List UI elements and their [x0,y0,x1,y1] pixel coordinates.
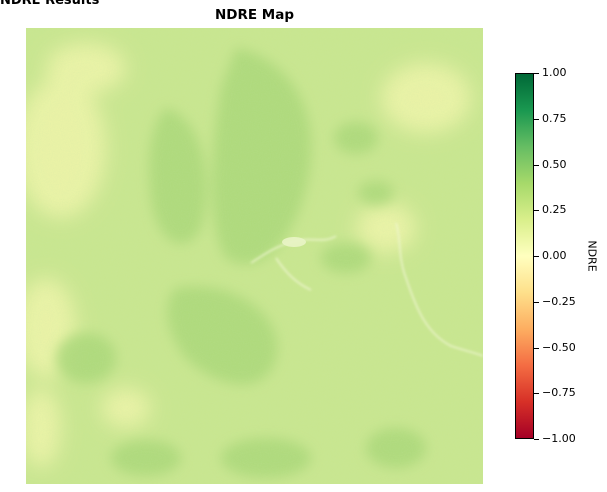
ndre-raster-map [26,28,483,484]
colorbar-tick-mark [534,119,539,120]
colorbar-tick-mark [534,165,539,166]
colorbar-tick-label: 0.25 [542,203,567,216]
colorbar-tick-label: 0.00 [542,249,567,262]
colorbar-tick-label: 0.50 [542,158,567,171]
colorbar-tick-mark [534,210,539,211]
clipped-header-text: NDRE Results [0,0,100,8]
colorbar-tick-label: −1.00 [542,432,576,445]
colorbar-tick-label: −0.75 [542,386,576,399]
colorbar-tick-mark [534,348,539,349]
colorbar-tick-mark [534,256,539,257]
colorbar-tick-mark [534,393,539,394]
colorbar-tick-mark [534,302,539,303]
colorbar-label: NDRE [585,240,599,272]
colorbar-tick-mark [534,73,539,74]
map-texture [26,28,483,484]
colorbar-tick-label: −0.50 [542,341,576,354]
colorbar [515,73,534,439]
colorbar-tick-mark [534,439,539,440]
map-title: NDRE Map [214,7,295,23]
colorbar-tick-label: −0.25 [542,295,576,308]
water-body [282,237,306,247]
colorbar-tick-label: 1.00 [542,66,567,79]
colorbar-tick-label: 0.75 [542,112,567,125]
